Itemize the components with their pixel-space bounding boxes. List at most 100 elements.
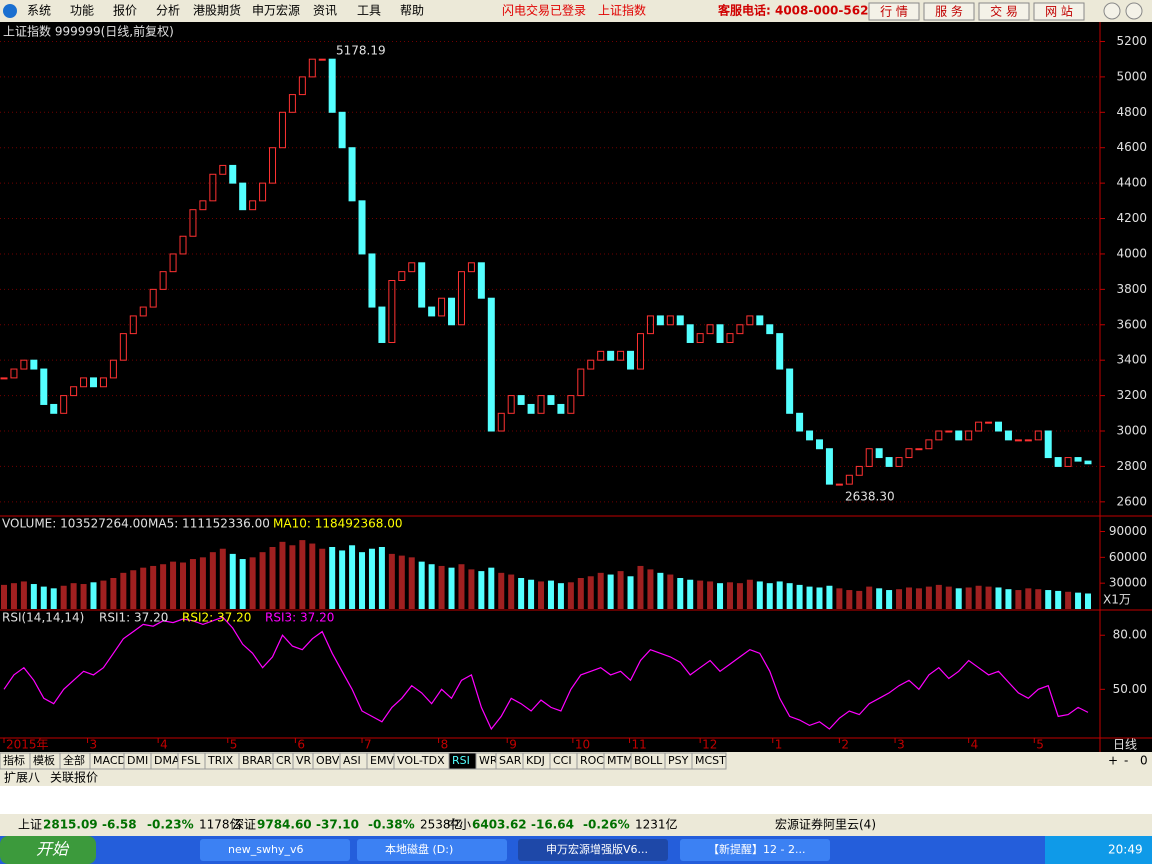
tab-label[interactable]: DMI xyxy=(127,754,148,767)
volume-bar xyxy=(538,581,545,609)
candle xyxy=(1004,430,1012,441)
tab-label[interactable]: ROC xyxy=(580,754,604,767)
menu-item[interactable]: 报价 xyxy=(113,3,137,18)
candle xyxy=(915,448,923,451)
clock: 20:49 xyxy=(1108,843,1143,857)
menu-item[interactable]: 分析 xyxy=(156,4,180,18)
tab-label[interactable]: VOL-TDX xyxy=(397,754,445,767)
menu-item[interactable]: 系统 xyxy=(27,4,51,18)
tab-control[interactable]: - xyxy=(1124,754,1128,768)
tab-label[interactable]: SAR xyxy=(499,754,522,767)
start-label[interactable]: 开始 xyxy=(36,840,70,859)
task-button[interactable] xyxy=(357,839,507,861)
menu-item[interactable]: 资讯 xyxy=(313,4,337,18)
volume-bar xyxy=(667,574,674,609)
volume-bar xyxy=(995,587,1002,609)
candle xyxy=(239,182,247,211)
task-label[interactable]: 本地磁盘 (D:) xyxy=(385,842,453,856)
volume-bar xyxy=(339,550,346,609)
sub-tab[interactable]: 扩展八 xyxy=(4,771,40,785)
candle xyxy=(318,58,326,61)
top-button[interactable] xyxy=(923,2,975,21)
tab-label[interactable]: RSI xyxy=(452,754,470,767)
tab[interactable] xyxy=(691,752,727,770)
volume-bar xyxy=(199,557,206,609)
task-label[interactable]: 【新提醒】12 - 2... xyxy=(708,842,805,856)
top-button-label[interactable]: 服 务 xyxy=(935,4,963,19)
volume-bar xyxy=(726,582,733,609)
tab-label[interactable]: OBV xyxy=(316,754,340,767)
menu-item[interactable]: 港股期货 xyxy=(193,3,241,18)
tab-label[interactable]: MCST xyxy=(695,754,726,767)
menu-item[interactable]: 申万宏源 xyxy=(252,3,300,18)
candle xyxy=(259,182,267,202)
task-button[interactable] xyxy=(518,839,668,861)
sub-tab[interactable]: 关联报价 xyxy=(50,770,98,785)
tab-label[interactable]: KDJ xyxy=(526,754,545,767)
menu-item[interactable]: 工具 xyxy=(357,4,381,18)
top-button[interactable] xyxy=(978,2,1030,21)
candle xyxy=(845,474,853,485)
volume-bar xyxy=(647,569,654,609)
index-quote: 上证 xyxy=(18,818,42,832)
top-button-label[interactable]: 网 站 xyxy=(1045,5,1073,19)
tab-label[interactable]: EMV xyxy=(370,754,394,767)
top-button-label[interactable]: 行 情 xyxy=(880,5,908,19)
candle xyxy=(945,430,953,433)
volume-bar xyxy=(50,588,57,609)
volume-bar xyxy=(597,572,604,609)
tab-label[interactable]: MTM xyxy=(607,754,633,767)
volume-bar xyxy=(488,567,495,609)
tab-label[interactable]: VR xyxy=(296,754,312,767)
tab-control[interactable]: 0 xyxy=(1140,754,1148,768)
candle xyxy=(656,315,664,326)
tab-label[interactable]: DMA xyxy=(154,754,180,767)
top-button[interactable] xyxy=(868,2,920,21)
tab-label[interactable]: CCI xyxy=(553,754,572,767)
volume-bar xyxy=(1015,590,1022,609)
tab-label[interactable]: PSY xyxy=(668,754,689,767)
window-button[interactable] xyxy=(1103,2,1121,20)
menu-item[interactable]: 帮助 xyxy=(400,4,424,18)
tab-label[interactable]: FSL xyxy=(181,754,201,767)
menu-bar xyxy=(0,0,1152,22)
menu-item[interactable]: 功能 xyxy=(70,4,94,18)
tab-control[interactable]: + xyxy=(1108,754,1118,768)
volume-bar xyxy=(866,586,873,609)
volume-bar xyxy=(1035,589,1042,609)
tab-label[interactable]: TRIX xyxy=(207,754,234,767)
tab-label[interactable]: 模板 xyxy=(33,753,55,767)
window-button[interactable] xyxy=(1125,2,1143,20)
task-label[interactable]: new_swhy_v6 xyxy=(228,843,303,856)
tab-label[interactable]: CR xyxy=(276,754,292,767)
candle xyxy=(676,315,684,326)
candle xyxy=(219,164,227,175)
tab-label[interactable]: ASI xyxy=(343,754,361,767)
candle xyxy=(60,395,68,414)
candle xyxy=(716,324,724,343)
x-tick-label: 5 xyxy=(230,738,238,752)
volume-bar xyxy=(707,581,714,609)
candle xyxy=(1034,430,1042,441)
volume-label: MA10: 118492368.00 xyxy=(273,517,403,531)
candle xyxy=(706,324,714,335)
index-quote: -0.23% xyxy=(147,818,194,832)
tab-label[interactable]: WR xyxy=(479,754,498,767)
volume-bar xyxy=(836,588,843,609)
volume-bar xyxy=(478,571,485,609)
tab-label[interactable]: 指标 xyxy=(3,753,25,767)
tab-label[interactable]: BRAR xyxy=(242,754,272,767)
tab-label[interactable]: 全部 xyxy=(63,753,85,767)
task-button[interactable] xyxy=(680,839,830,861)
volume-bar xyxy=(846,590,853,609)
task-button[interactable] xyxy=(200,839,350,861)
start-button[interactable] xyxy=(0,836,96,864)
candle xyxy=(20,359,28,370)
tab-label[interactable]: MACD xyxy=(93,754,126,767)
volume-bar xyxy=(229,553,236,609)
tab-label[interactable]: BOLL xyxy=(634,754,663,767)
top-button[interactable] xyxy=(1033,2,1085,21)
task-label[interactable]: 申万宏源增强版V6... xyxy=(546,842,648,856)
volume-bar xyxy=(1005,589,1012,609)
top-button-label[interactable]: 交 易 xyxy=(990,4,1018,19)
